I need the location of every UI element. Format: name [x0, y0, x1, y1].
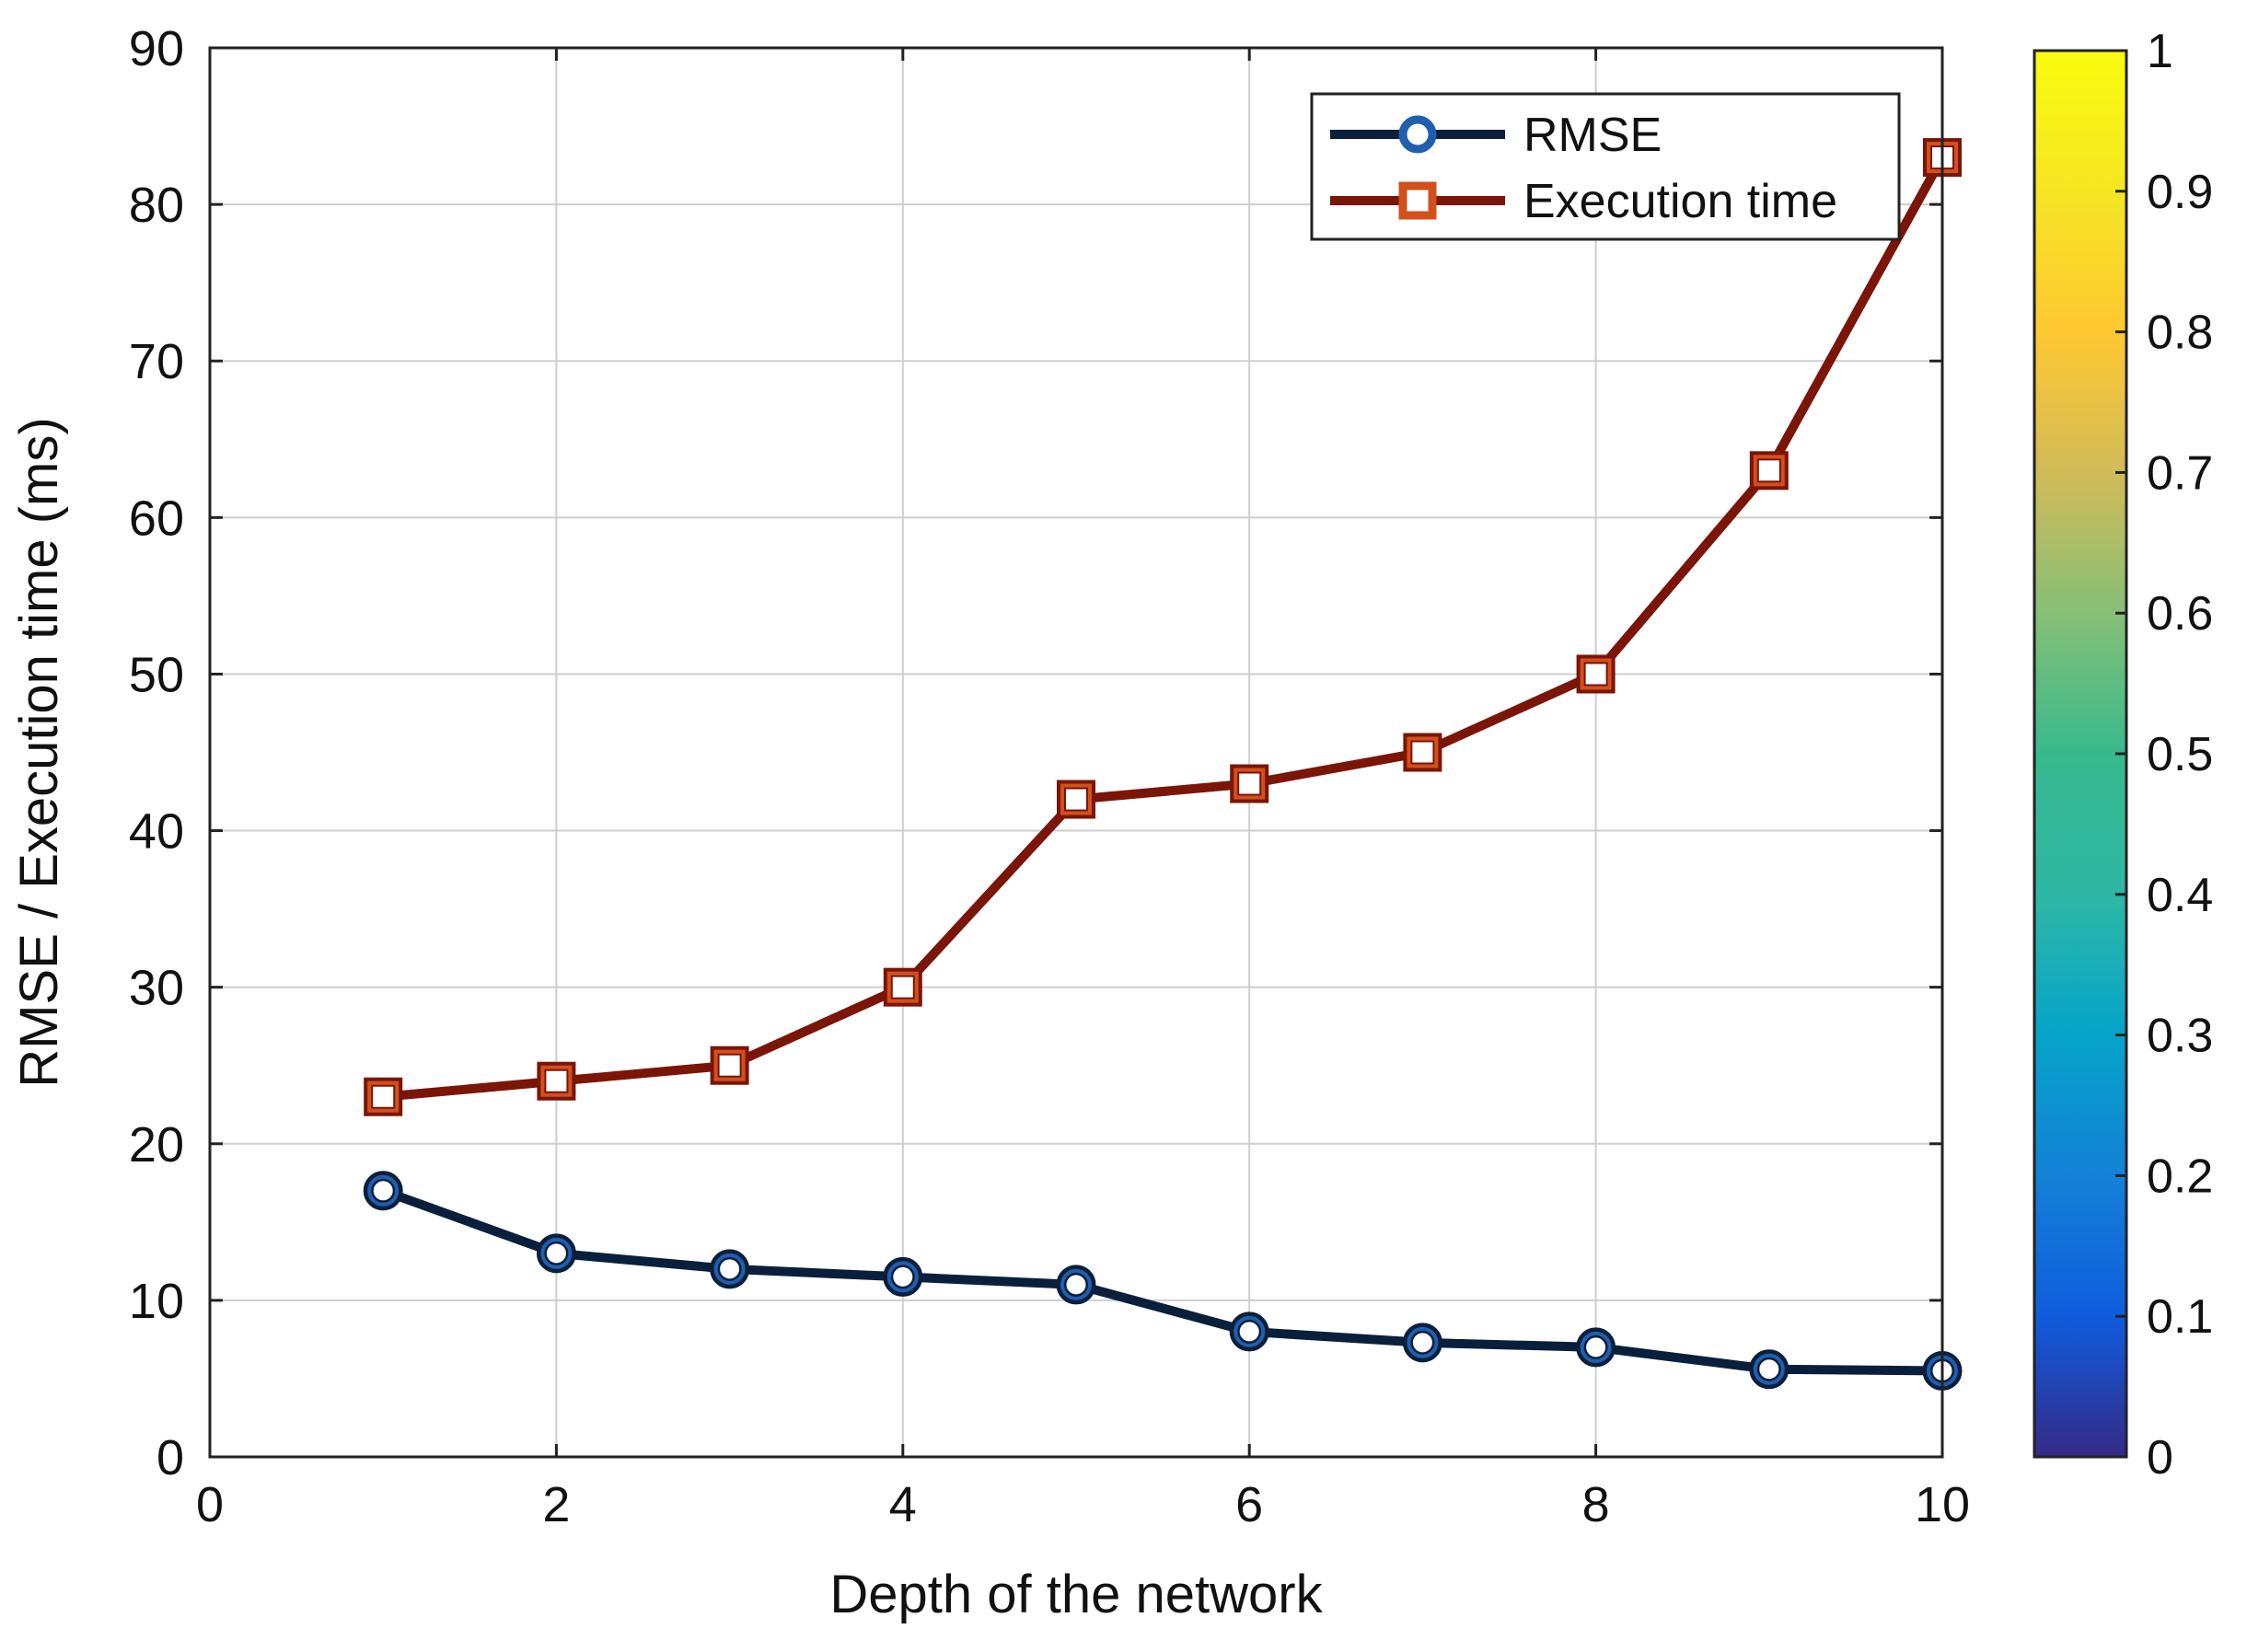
data-point-ring-rmse [886, 1261, 919, 1293]
colorbar-tick-label: 0.5 [2147, 728, 2213, 781]
legend-marker-rmse [1398, 115, 1437, 154]
data-point-execution-time [710, 1045, 749, 1085]
data-point-ring-rmse [1234, 1315, 1266, 1347]
series-execution-time [364, 138, 1962, 1116]
data-point-execution-time [1749, 451, 1789, 491]
legend-marker-execution-time [1398, 181, 1437, 220]
plot-background [210, 48, 1942, 1457]
data-point-execution-time [1576, 654, 1616, 694]
colorbar-tick-label: 1 [2147, 25, 2173, 78]
data-point-execution-time [883, 967, 922, 1007]
x-axis-title: Depth of the network [829, 1565, 1323, 1624]
colorbar-tick-label: 0.4 [2147, 869, 2213, 922]
legend-label-execution-time: Execution time [1523, 175, 1837, 228]
x-tick-label: 10 [1915, 1477, 1970, 1532]
data-point-ring-execution-time [886, 971, 919, 1003]
axis-ticks: 0 2 4 6 8 10 0 10 20 30 40 50 60 70 80 90 [129, 21, 1970, 1532]
data-point-ring-execution-time [1234, 768, 1266, 800]
series-line-execution-time [378, 153, 1947, 1102]
data-point-ring-execution-time [1753, 455, 1785, 487]
x-tick-label: 0 [196, 1477, 224, 1532]
series-layer [363, 138, 1963, 1391]
x-tick-label: 6 [1235, 1477, 1263, 1532]
series-rmse [363, 1171, 1963, 1391]
colorbar-tick-label: 0.1 [2147, 1290, 2213, 1344]
data-point-ring-execution-time [540, 1065, 573, 1097]
y-tick-label: 0 [156, 1430, 184, 1485]
colorbar: 0 0.1 0.2 0.3 0.4 0.5 0.6 0.7 0.8 0.9 1 [2033, 25, 2213, 1484]
colorbar-tick-label: 0.8 [2147, 306, 2213, 360]
data-point-execution-time [1057, 780, 1095, 819]
series-line-rmse [378, 1185, 1947, 1376]
data-point-execution-time [537, 1061, 576, 1101]
y-tick-label: 20 [129, 1117, 184, 1173]
colorbar-tick-label: 0.7 [2147, 446, 2213, 500]
colorbar-ticks: 0 0.1 0.2 0.3 0.4 0.5 0.6 0.7 0.8 0.9 1 [2115, 25, 2213, 1484]
y-tick-label: 80 [129, 178, 184, 233]
data-point-ring-execution-time [1407, 736, 1439, 768]
y-tick-label: 30 [129, 961, 184, 1016]
axes-frame [208, 46, 1944, 1459]
colorbar-tick-label: 0.6 [2147, 587, 2213, 641]
legend-label-rmse: RMSE [1523, 109, 1662, 162]
y-tick-label: 90 [129, 21, 184, 76]
x-tick-label: 4 [889, 1477, 917, 1532]
data-point-ring-rmse [1060, 1268, 1092, 1300]
x-tick-label: 2 [542, 1477, 570, 1532]
data-point-ring-execution-time [1580, 658, 1612, 690]
y-tick-label: 10 [129, 1274, 184, 1329]
y-tick-label: 50 [129, 647, 184, 702]
data-point-ring-rmse [540, 1237, 573, 1269]
legend-entry-execution-time: Execution time [1330, 175, 1837, 228]
legend-entry-rmse: RMSE [1330, 109, 1662, 162]
y-tick-label: 40 [129, 804, 184, 860]
colorbar-tick-label: 0.2 [2147, 1149, 2213, 1203]
legend: RMSE Execution time [1310, 92, 1901, 241]
x-tick-label: 8 [1582, 1477, 1610, 1532]
y-axis-title: RMSE / Execution time (ms) [9, 417, 69, 1087]
colorbar-tick-label: 0.9 [2147, 166, 2213, 219]
data-point-execution-time [1403, 733, 1442, 772]
data-point-ring-rmse [1407, 1326, 1439, 1358]
y-tick-label: 60 [129, 491, 184, 546]
y-tick-label: 70 [129, 334, 184, 389]
data-point-execution-time [364, 1077, 403, 1116]
data-point-ring-execution-time [367, 1080, 400, 1113]
data-point-execution-time [1230, 764, 1269, 803]
data-point-ring-rmse [1580, 1331, 1612, 1363]
plot-area [210, 48, 1942, 1457]
colorbar-tick-label: 0.3 [2147, 1010, 2213, 1063]
colorbar-gradient [2033, 49, 2128, 1459]
data-point-ring-rmse [713, 1253, 746, 1285]
data-point-ring-rmse [367, 1174, 400, 1207]
data-point-ring-execution-time [1060, 783, 1092, 815]
data-point-ring-rmse [1753, 1353, 1785, 1385]
data-point-ring-execution-time [713, 1049, 746, 1081]
colorbar-tick-label: 0 [2147, 1431, 2173, 1484]
